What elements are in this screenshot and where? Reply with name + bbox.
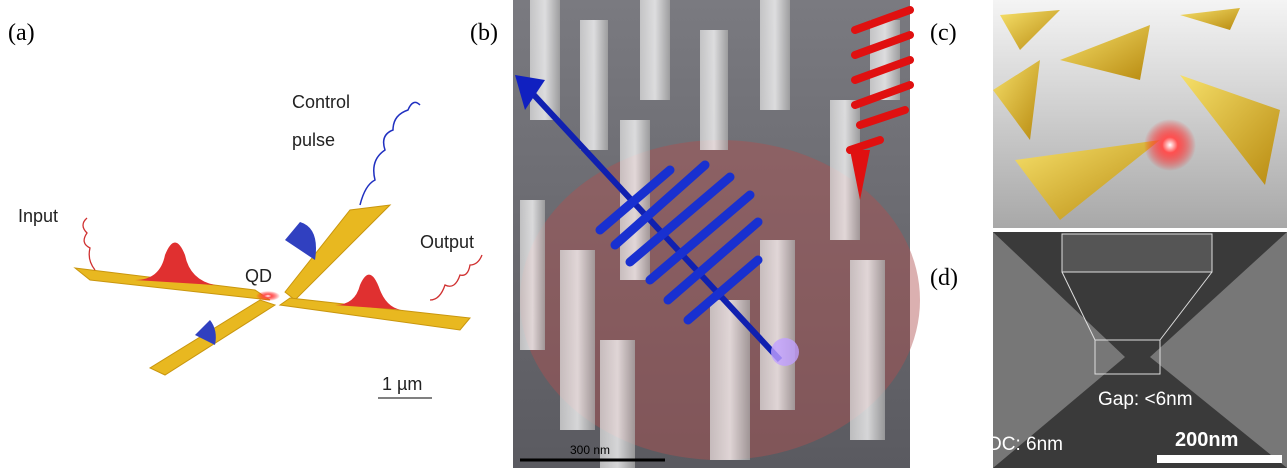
scale-bar	[1157, 455, 1282, 463]
annotation: DC: 6nm	[988, 434, 1063, 455]
scale-label: 1 µm	[382, 374, 422, 394]
panel-b: (b) 300 nm	[470, 0, 920, 468]
annotation: Gap: <6nm	[1098, 389, 1193, 410]
pulse	[335, 275, 405, 310]
panel-d: (d) Gap: <6nm DC: 6nm 200nm	[930, 232, 1287, 468]
annotation: Output	[420, 232, 474, 252]
hotspot	[1144, 119, 1196, 171]
qd-dot	[256, 291, 280, 301]
annotation: Input	[18, 206, 58, 226]
panel-a: (a) Control pulse Input Output QD 1 µm	[8, 20, 482, 398]
annotation: QD	[245, 266, 272, 286]
panel-label: (b)	[470, 20, 498, 46]
panel-label: (c)	[930, 20, 957, 46]
inset	[1062, 234, 1212, 272]
panel-c: (c)	[930, 0, 1287, 228]
scale-label: 300 nm	[570, 443, 610, 457]
pulse	[135, 243, 215, 286]
annotation: pulse	[292, 130, 335, 150]
output-wave	[430, 255, 482, 300]
scale-label: 200nm	[1175, 429, 1238, 451]
control-wave	[360, 102, 420, 205]
figure: (a) Control pulse Input Output QD 1 µm (…	[0, 0, 1287, 468]
pulse	[285, 222, 316, 260]
input-wave	[83, 218, 95, 270]
qd-glow	[771, 338, 799, 366]
panel-label: (a)	[8, 20, 35, 46]
annotation: Control	[292, 92, 350, 112]
panel-label: (d)	[930, 265, 958, 291]
